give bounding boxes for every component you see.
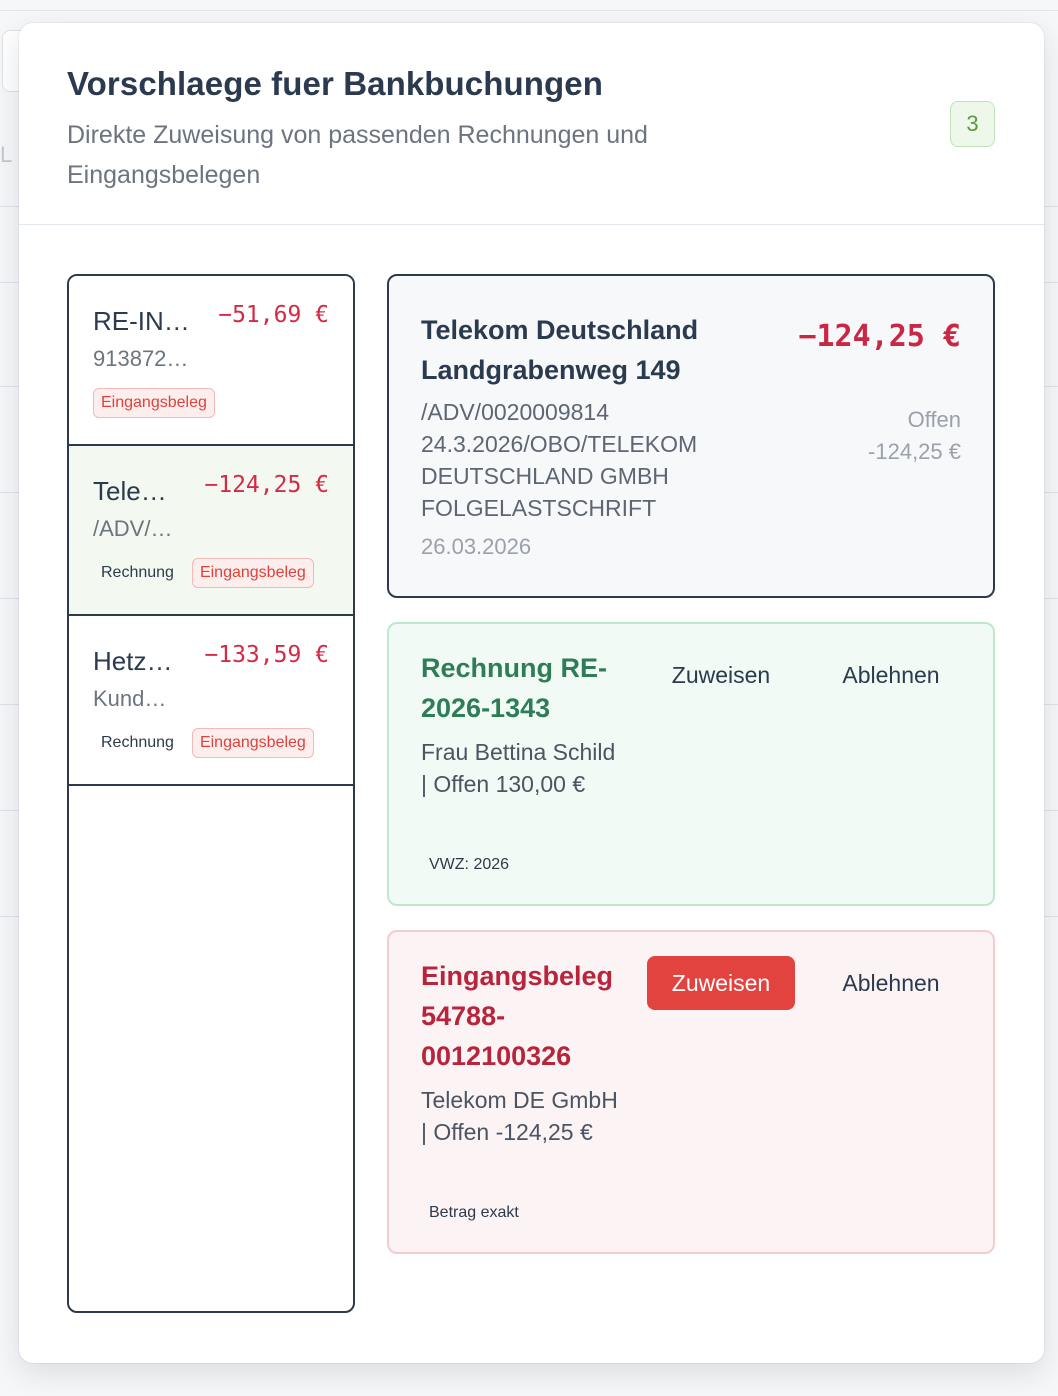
suggestion-info: Telekom DE GmbH | Offen -124,25 € <box>421 1087 618 1145</box>
suggestion-count-badge: 3 <box>950 101 995 147</box>
suggestion-match-note: VWZ: 2026 <box>429 856 510 873</box>
transaction-name: Tele… <box>93 476 167 506</box>
tag-eingangsbeleg: Eingangsbeleg <box>93 388 215 418</box>
detail-date: 26.03.2026 <box>421 534 532 559</box>
suggestions-modal: Vorschlaege fuer Bankbuchungen Direkte Z… <box>19 23 1044 1363</box>
modal-title: Vorschlaege fuer Bankbuchungen <box>67 65 603 102</box>
tag-rechnung: Rechnung <box>101 564 174 581</box>
suggestion-match-note: Betrag exakt <box>429 1204 519 1221</box>
transaction-amount: −124,25 € <box>204 472 329 498</box>
tag-rechnung: Rechnung <box>101 734 174 751</box>
transaction-amount: −51,69 € <box>218 302 329 328</box>
suggestion-card-rechnung: Rechnung RE-2026-1343 Zuweisen Ablehnen … <box>387 622 995 906</box>
modal-subtitle: Direkte Zuweisung von passenden Rechnung… <box>67 121 648 189</box>
detail-reference: /ADV/0020009814 24.3.2026/OBO/TELEKOM DE… <box>421 399 698 521</box>
reject-button[interactable]: Ablehnen <box>817 956 965 1010</box>
transaction-detail-card: Telekom Deutschland Landgrabenweg 149 /A… <box>387 274 995 598</box>
transaction-tags: Rechnung Eingangsbeleg <box>93 558 314 588</box>
suggestion-title: Eingangsbeleg 54788-0012100326 <box>421 961 614 1071</box>
transaction-name: Hetz… <box>93 646 173 676</box>
background-divider <box>0 10 1058 11</box>
tag-eingangsbeleg: Eingangsbeleg <box>191 728 314 758</box>
transaction-reference: /ADV/… <box>93 516 173 541</box>
modal-header: Vorschlaege fuer Bankbuchungen Direkte Z… <box>19 23 1044 225</box>
transaction-reference: Kund… <box>93 686 167 711</box>
tag-eingangsbeleg: Eingangsbeleg <box>191 558 314 588</box>
transaction-amount: −133,59 € <box>204 642 329 668</box>
suggestion-card-eingangsbeleg: Eingangsbeleg 54788-0012100326 Zuweisen … <box>387 930 995 1254</box>
background-text: L <box>0 142 13 167</box>
reject-button[interactable]: Ablehnen <box>817 648 965 702</box>
detail-open-amount: -124,25 € <box>868 439 961 464</box>
suggestion-info: Frau Bettina Schild | Offen 130,00 € <box>421 739 616 797</box>
assign-button[interactable]: Zuweisen <box>647 648 795 702</box>
detail-status: Offen -124,25 € <box>868 404 961 468</box>
transaction-item[interactable]: Hetz… −133,59 € Kund… Rechnung Eingangsb… <box>69 616 353 786</box>
suggestion-title: Rechnung RE-2026-1343 <box>421 653 607 723</box>
transaction-reference: 913872… <box>93 346 189 371</box>
transaction-tags: Rechnung Eingangsbeleg <box>93 728 314 758</box>
assign-button[interactable]: Zuweisen <box>647 956 795 1010</box>
transaction-tags: Eingangsbeleg <box>93 388 215 418</box>
detail-status-label: Offen <box>907 407 961 432</box>
transaction-name: RE-IN… <box>93 306 190 336</box>
detail-amount: −124,25 € <box>798 319 961 354</box>
transaction-item[interactable]: RE-IN… −51,69 € 913872… Eingangsbeleg <box>69 276 353 446</box>
transaction-item-selected[interactable]: Tele… −124,25 € /ADV/… Rechnung Eingangs… <box>69 446 353 616</box>
detail-name: Telekom Deutschland Landgrabenweg 149 <box>421 315 699 385</box>
transaction-list: RE-IN… −51,69 € 913872… Eingangsbeleg Te… <box>67 274 355 1313</box>
